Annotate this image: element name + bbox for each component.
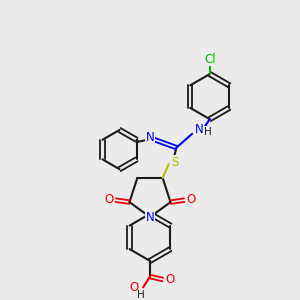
Text: S: S	[172, 156, 179, 169]
Text: O: O	[187, 193, 196, 206]
Text: N: N	[146, 211, 154, 224]
Text: O: O	[104, 193, 113, 206]
Text: Cl: Cl	[204, 53, 216, 66]
Text: O: O	[165, 273, 174, 286]
Text: H: H	[204, 127, 212, 137]
Text: H: H	[137, 290, 145, 300]
Text: O: O	[130, 281, 139, 294]
Text: N: N	[146, 131, 154, 144]
Text: N: N	[195, 124, 203, 136]
